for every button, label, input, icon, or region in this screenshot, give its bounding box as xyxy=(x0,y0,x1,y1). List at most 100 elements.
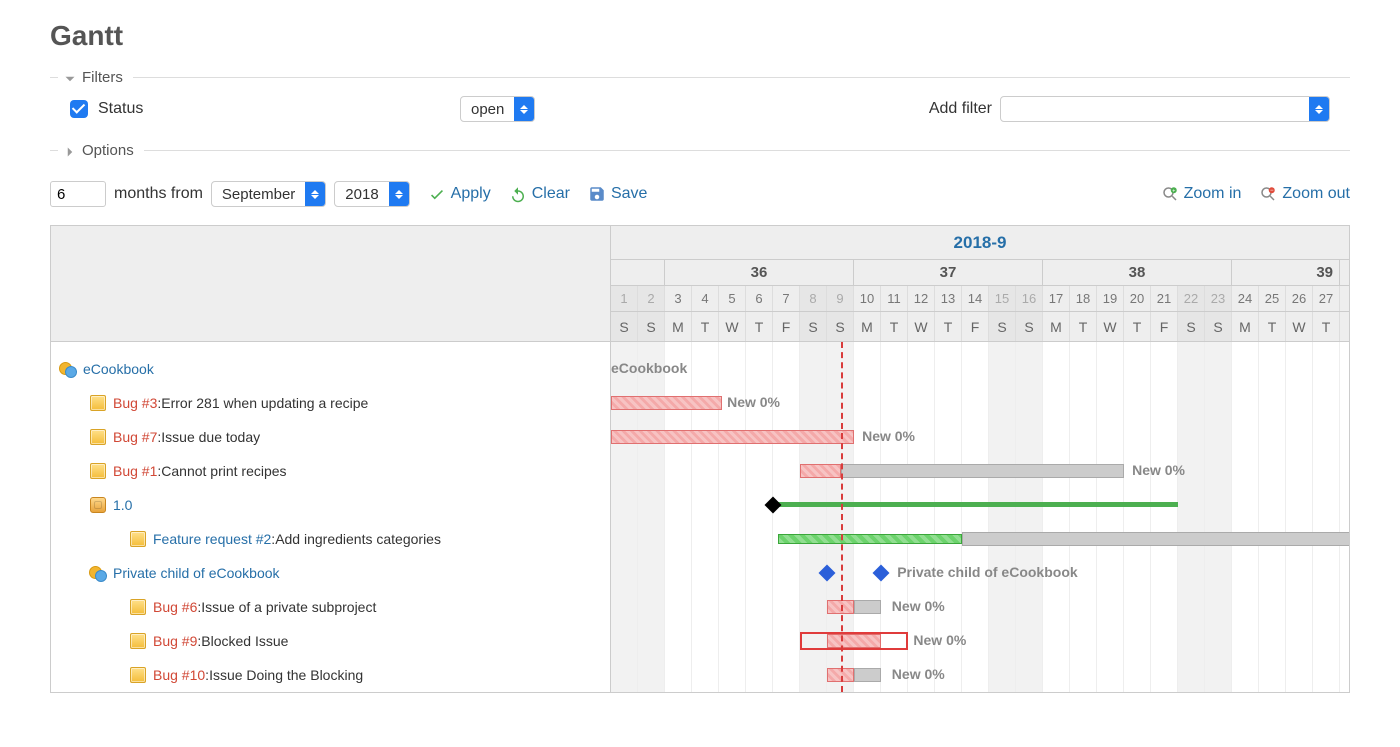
options-fieldset: Options xyxy=(50,140,1350,161)
months-input[interactable] xyxy=(50,181,106,207)
day-weekday-header: T xyxy=(881,312,908,341)
gantt-bar-label: New 0% xyxy=(1132,462,1185,478)
gantt-marker-blue[interactable] xyxy=(873,565,890,582)
issue-icon xyxy=(89,428,107,446)
issue-subject[interactable]: Error 281 when updating a recipe xyxy=(161,395,368,411)
issue-icon xyxy=(89,394,107,412)
day-weekday-header: F xyxy=(1151,312,1178,341)
issue-subject[interactable]: Cannot print recipes xyxy=(161,463,286,479)
week-header[interactable]: 36 xyxy=(665,260,854,285)
save-button[interactable]: Save xyxy=(588,185,647,203)
week-header[interactable]: 38 xyxy=(1043,260,1232,285)
gantt-bar-label: New 0% xyxy=(727,394,780,410)
gantt-bar-label: New 0% xyxy=(892,666,945,682)
zoom-out-icon: − xyxy=(1259,185,1277,203)
day-weekday-header: M xyxy=(665,312,692,341)
filter-status-operator-select[interactable]: open xyxy=(460,96,535,122)
gantt-bar-todo[interactable] xyxy=(854,600,881,614)
issue-subject[interactable]: Issue of a private subproject xyxy=(201,599,376,615)
select-arrows-icon xyxy=(514,97,534,121)
week-header[interactable] xyxy=(611,260,665,285)
gantt-bar-todo[interactable] xyxy=(841,464,1125,478)
day-number-header: 1 xyxy=(611,286,638,311)
day-number-header: 4 xyxy=(692,286,719,311)
day-weekday-header: W xyxy=(719,312,746,341)
select-arrows-icon xyxy=(305,182,325,206)
gantt-bar-label: New 0% xyxy=(892,598,945,614)
issue-ref-link[interactable]: Bug #7 xyxy=(113,429,157,445)
options-legend[interactable]: Options xyxy=(50,140,1350,161)
gantt-bar-late[interactable] xyxy=(611,430,854,444)
day-weekday-header: T xyxy=(1259,312,1286,341)
day-weekday-header: S xyxy=(989,312,1016,341)
day-number-header: 24 xyxy=(1232,286,1259,311)
gantt-bar-late[interactable] xyxy=(611,396,722,410)
gantt-marker-blue[interactable] xyxy=(819,565,836,582)
day-number-header: 20 xyxy=(1124,286,1151,311)
gantt-bar-late[interactable] xyxy=(827,634,881,648)
issue-ref-link[interactable]: Bug #3 xyxy=(113,395,157,411)
day-weekday-header: T xyxy=(1124,312,1151,341)
day-number-header: 23 xyxy=(1205,286,1232,311)
gantt-bar-late[interactable] xyxy=(800,464,841,478)
day-number-header: 22 xyxy=(1178,286,1205,311)
day-number-header: 18 xyxy=(1070,286,1097,311)
project-link[interactable]: eCookbook xyxy=(83,361,154,377)
gantt-row-subject: eCookbook xyxy=(59,352,602,386)
zoom-in-button[interactable]: + Zoom in xyxy=(1161,185,1242,203)
months-from-label: months from xyxy=(114,185,203,203)
week-header[interactable]: 39 xyxy=(1232,260,1340,285)
gantt-bar-row xyxy=(611,488,1349,522)
issue-ref-link[interactable]: Bug #9 xyxy=(153,633,197,649)
issue-ref-link[interactable]: Bug #6 xyxy=(153,599,197,615)
gantt-bar-label: Private child of eCookbook xyxy=(897,564,1077,580)
gantt-bar-version-open[interactable] xyxy=(778,502,1178,507)
issue-subject[interactable]: Blocked Issue xyxy=(201,633,288,649)
gantt-row-subject: 1.0 xyxy=(59,488,602,522)
day-number-header: 16 xyxy=(1016,286,1043,311)
issue-subject[interactable]: Issue Doing the Blocking xyxy=(209,667,363,683)
add-filter-label: Add filter xyxy=(929,100,992,118)
day-number-header: 19 xyxy=(1097,286,1124,311)
gantt-marker-black[interactable] xyxy=(765,497,782,514)
add-filter-select[interactable] xyxy=(1000,96,1330,122)
day-weekday-header: S xyxy=(1016,312,1043,341)
issue-subject[interactable]: Add ingredients categories xyxy=(275,531,441,547)
timeline-month-header[interactable]: 2018-9 xyxy=(611,226,1349,260)
issue-ref-link[interactable]: Bug #10 xyxy=(153,667,205,683)
day-weekday-header: S xyxy=(611,312,638,341)
zoom-out-button[interactable]: − Zoom out xyxy=(1259,185,1350,203)
issue-icon xyxy=(129,632,147,650)
gantt-row-subject: Bug #9: Blocked Issue xyxy=(59,624,602,658)
filters-legend[interactable]: Filters xyxy=(50,67,1350,88)
version-link[interactable]: 1.0 xyxy=(113,497,132,513)
clear-button[interactable]: Clear xyxy=(509,185,570,203)
day-weekday-header: W xyxy=(1286,312,1313,341)
week-header[interactable]: 37 xyxy=(854,260,1043,285)
issue-subject[interactable]: Issue due today xyxy=(161,429,260,445)
year-select[interactable]: 2018 xyxy=(334,181,409,207)
day-weekday-header: S xyxy=(827,312,854,341)
apply-button[interactable]: Apply xyxy=(428,185,491,203)
gantt-bar-todo[interactable] xyxy=(854,668,881,682)
issue-ref-link[interactable]: Feature request #2 xyxy=(153,531,271,547)
day-weekday-header: T xyxy=(746,312,773,341)
filters-fieldset: Filters Status open Add filter xyxy=(50,67,1350,130)
day-number-header: 27 xyxy=(1313,286,1340,311)
day-number-header: 25 xyxy=(1259,286,1286,311)
day-number-header: 3 xyxy=(665,286,692,311)
day-weekday-header: T xyxy=(935,312,962,341)
subjects-header xyxy=(51,226,610,342)
project-link[interactable]: Private child of eCookbook xyxy=(113,565,280,581)
check-icon xyxy=(428,185,446,203)
day-weekday-header: W xyxy=(1097,312,1124,341)
filter-status-label[interactable]: Status xyxy=(98,100,143,118)
filter-status-checkbox[interactable] xyxy=(70,100,88,118)
gantt-bar-green[interactable] xyxy=(778,534,962,544)
month-select[interactable]: September xyxy=(211,181,326,207)
page-title: Gantt xyxy=(50,20,1350,52)
day-weekday-header: M xyxy=(1043,312,1070,341)
day-weekday-header: F xyxy=(773,312,800,341)
gantt-bar-todo[interactable] xyxy=(962,532,1349,546)
issue-ref-link[interactable]: Bug #1 xyxy=(113,463,157,479)
